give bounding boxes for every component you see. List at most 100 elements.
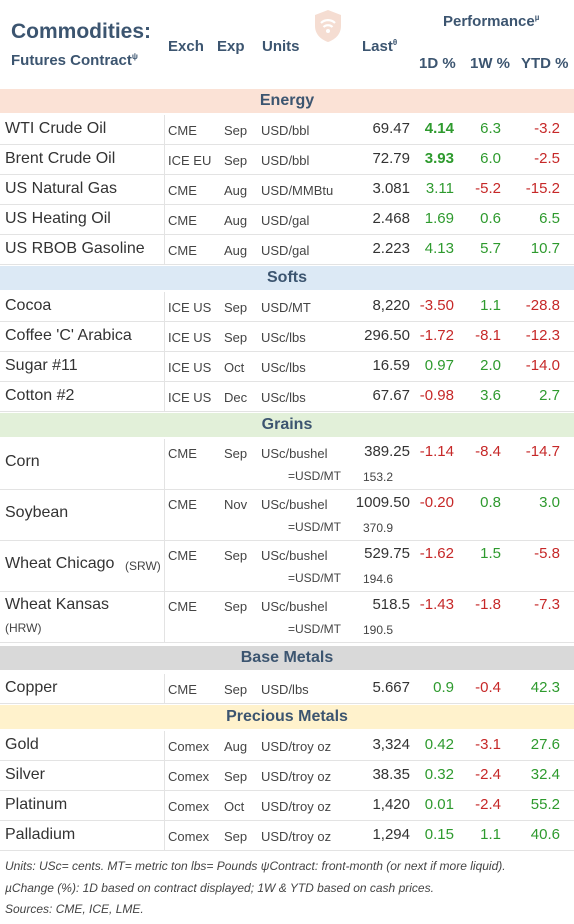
units-cell: USc/bushel	[261, 497, 328, 512]
table-row: Soybean CME Nov USc/bushel 1009.50 -0.20 0.8 3.…	[0, 490, 574, 541]
last-price-cell: 1009.50	[355, 494, 410, 511]
column-divider	[164, 439, 165, 643]
usd-mt-label: =USD/MT	[288, 571, 342, 585]
change-w1-cell: -8.1	[475, 327, 501, 344]
exchange-cell: ICE US	[168, 360, 212, 375]
units-cell: USc/bushel	[261, 599, 328, 614]
change-w1-cell: 6.3	[480, 120, 501, 137]
change-w1-cell: 1.1	[480, 297, 501, 314]
units-cell: USc/lbs	[261, 330, 306, 345]
exchange-cell: CME	[168, 682, 197, 697]
units-cell: USD/bbl	[261, 123, 310, 138]
change-d1-cell: -0.20	[419, 494, 454, 511]
last-price-cell: 3,324	[372, 736, 410, 753]
usd-mt-value: 153.2	[363, 470, 394, 484]
last-price-cell: 3.081	[372, 180, 410, 197]
change-d1-cell: -1.62	[419, 545, 454, 562]
last-price-cell: 5.667	[372, 679, 410, 696]
exchange-cell: CME	[168, 213, 197, 228]
commodity-name: Soybean	[5, 504, 69, 521]
units-cell: USD/troy oz	[261, 799, 332, 814]
change-d1-cell: 4.13	[424, 240, 454, 257]
units-cell: USD/gal	[261, 213, 310, 228]
change-ytd-cell: 2.7	[539, 387, 560, 404]
expiry-cell: Sep	[224, 330, 248, 345]
exchange-cell: CME	[168, 123, 197, 138]
exchange-cell: Comex	[168, 799, 210, 814]
col-performance: Performanceµ	[443, 13, 540, 30]
table-row: US Natural Gas CME Aug USD/MMBtu 3.081 3.11 -5…	[0, 175, 574, 205]
change-ytd-cell: -3.2	[534, 120, 560, 137]
commodity-name: US Heating Oil	[5, 210, 111, 227]
commodity-name: Wheat Chicago	[5, 555, 115, 572]
column-divider	[164, 674, 165, 704]
commodity-name: Copper	[5, 679, 58, 696]
column-divider	[164, 115, 165, 265]
change-ytd-cell: 42.3	[530, 679, 560, 696]
table-row: US RBOB Gasoline CME Aug USD/gal 2.223 4.13 5.…	[0, 235, 574, 265]
change-d1-cell: 0.01	[424, 796, 454, 813]
expiry-cell: Sep	[224, 123, 248, 138]
change-d1-cell: 1.69	[424, 210, 454, 227]
change-w1-cell: 6.0	[480, 150, 501, 167]
expiry-cell: Sep	[224, 300, 248, 315]
col-last: Lastθ	[362, 38, 398, 55]
change-ytd-cell: -14.0	[525, 357, 560, 374]
exchange-cell: Comex	[168, 829, 210, 844]
table-row: Brent Crude Oil ICE EU Sep USD/bbl 72.79 3.93…	[0, 145, 574, 175]
last-price-cell: 69.47	[372, 120, 410, 137]
col-exp: Exp	[217, 38, 245, 55]
change-d1-cell: 3.93	[424, 150, 454, 167]
table-row: Corn CME Sep USc/bushel 389.25 -1.14 -8.4 -14.7…	[0, 439, 574, 490]
commodity-name: Palladium	[5, 826, 76, 843]
exchange-cell: CME	[168, 183, 197, 198]
expiry-cell: Sep	[224, 682, 248, 697]
change-w1-cell: -2.4	[475, 796, 501, 813]
table-row: Coffee 'C' Arabica ICE US Sep USc/lbs 296.50…	[0, 322, 574, 352]
expiry-cell: Aug	[224, 183, 248, 198]
change-d1-cell: 0.97	[424, 357, 454, 374]
change-ytd-cell: -7.3	[534, 596, 560, 613]
table-row: Silver Comex Sep USD/troy oz 38.35 0.32 -2.4 32…	[0, 761, 574, 791]
usd-mt-value: 194.6	[363, 572, 394, 586]
expiry-cell: Nov	[224, 497, 248, 512]
expiry-cell: Sep	[224, 446, 248, 461]
change-w1-cell: -2.4	[475, 766, 501, 783]
commodity-name: Corn	[5, 453, 40, 470]
units-cell: USD/gal	[261, 243, 310, 258]
table-row: Cocoa ICE US Sep USD/MT 8,220 -3.50 1.1 -28.8	[0, 292, 574, 322]
page-title: Commodities:	[11, 20, 152, 43]
change-d1-cell: -1.14	[419, 443, 454, 460]
table-row: Palladium Comex Sep USD/troy oz 1,294 0.15 1.1…	[0, 821, 574, 851]
section-header-softs: Softs	[0, 266, 574, 290]
col-ytd: YTD %	[521, 55, 569, 72]
column-divider	[164, 292, 165, 412]
table-row: US Heating Oil CME Aug USD/gal 2.468 1.69 0.6 6…	[0, 205, 574, 235]
commodity-name: US RBOB Gasoline	[5, 240, 145, 257]
table-row: Wheat Kansas (HRW) CME Sep USc/bushel 518.5 -1…	[0, 592, 574, 643]
change-ytd-cell: 10.7	[530, 240, 560, 257]
exchange-cell: Comex	[168, 739, 210, 754]
change-ytd-cell: -2.5	[534, 150, 560, 167]
usd-mt-value: 370.9	[363, 521, 394, 535]
last-price-cell: 72.79	[372, 150, 410, 167]
table-header: Commodities: Futures Contractψ Exch Exp …	[0, 0, 574, 88]
commodity-name: Gold	[5, 736, 39, 753]
change-w1-cell: 0.8	[480, 494, 501, 511]
last-price-cell: 8,220	[372, 297, 410, 314]
usd-mt-label: =USD/MT	[288, 520, 342, 534]
change-ytd-cell: -5.8	[534, 545, 560, 562]
last-price-cell: 389.25	[364, 443, 410, 460]
change-ytd-cell: 32.4	[530, 766, 560, 783]
footnote-units: Units: USc= cents. MT= metric ton lbs= P…	[5, 859, 506, 873]
expiry-cell: Sep	[224, 548, 248, 563]
table-row: Copper CME Sep USD/lbs 5.667 0.9 -0.4 42.3	[0, 674, 574, 704]
change-w1-cell: -0.4	[475, 679, 501, 696]
change-ytd-cell: 3.0	[539, 494, 560, 511]
table-row: Cotton #2 ICE US Dec USc/lbs 67.67 -0.98 3.6 2.…	[0, 382, 574, 412]
expiry-cell: Sep	[224, 829, 248, 844]
wifi-shield-logo-icon	[315, 10, 341, 42]
units-cell: USD/troy oz	[261, 739, 332, 754]
last-price-cell: 1,294	[372, 826, 410, 843]
